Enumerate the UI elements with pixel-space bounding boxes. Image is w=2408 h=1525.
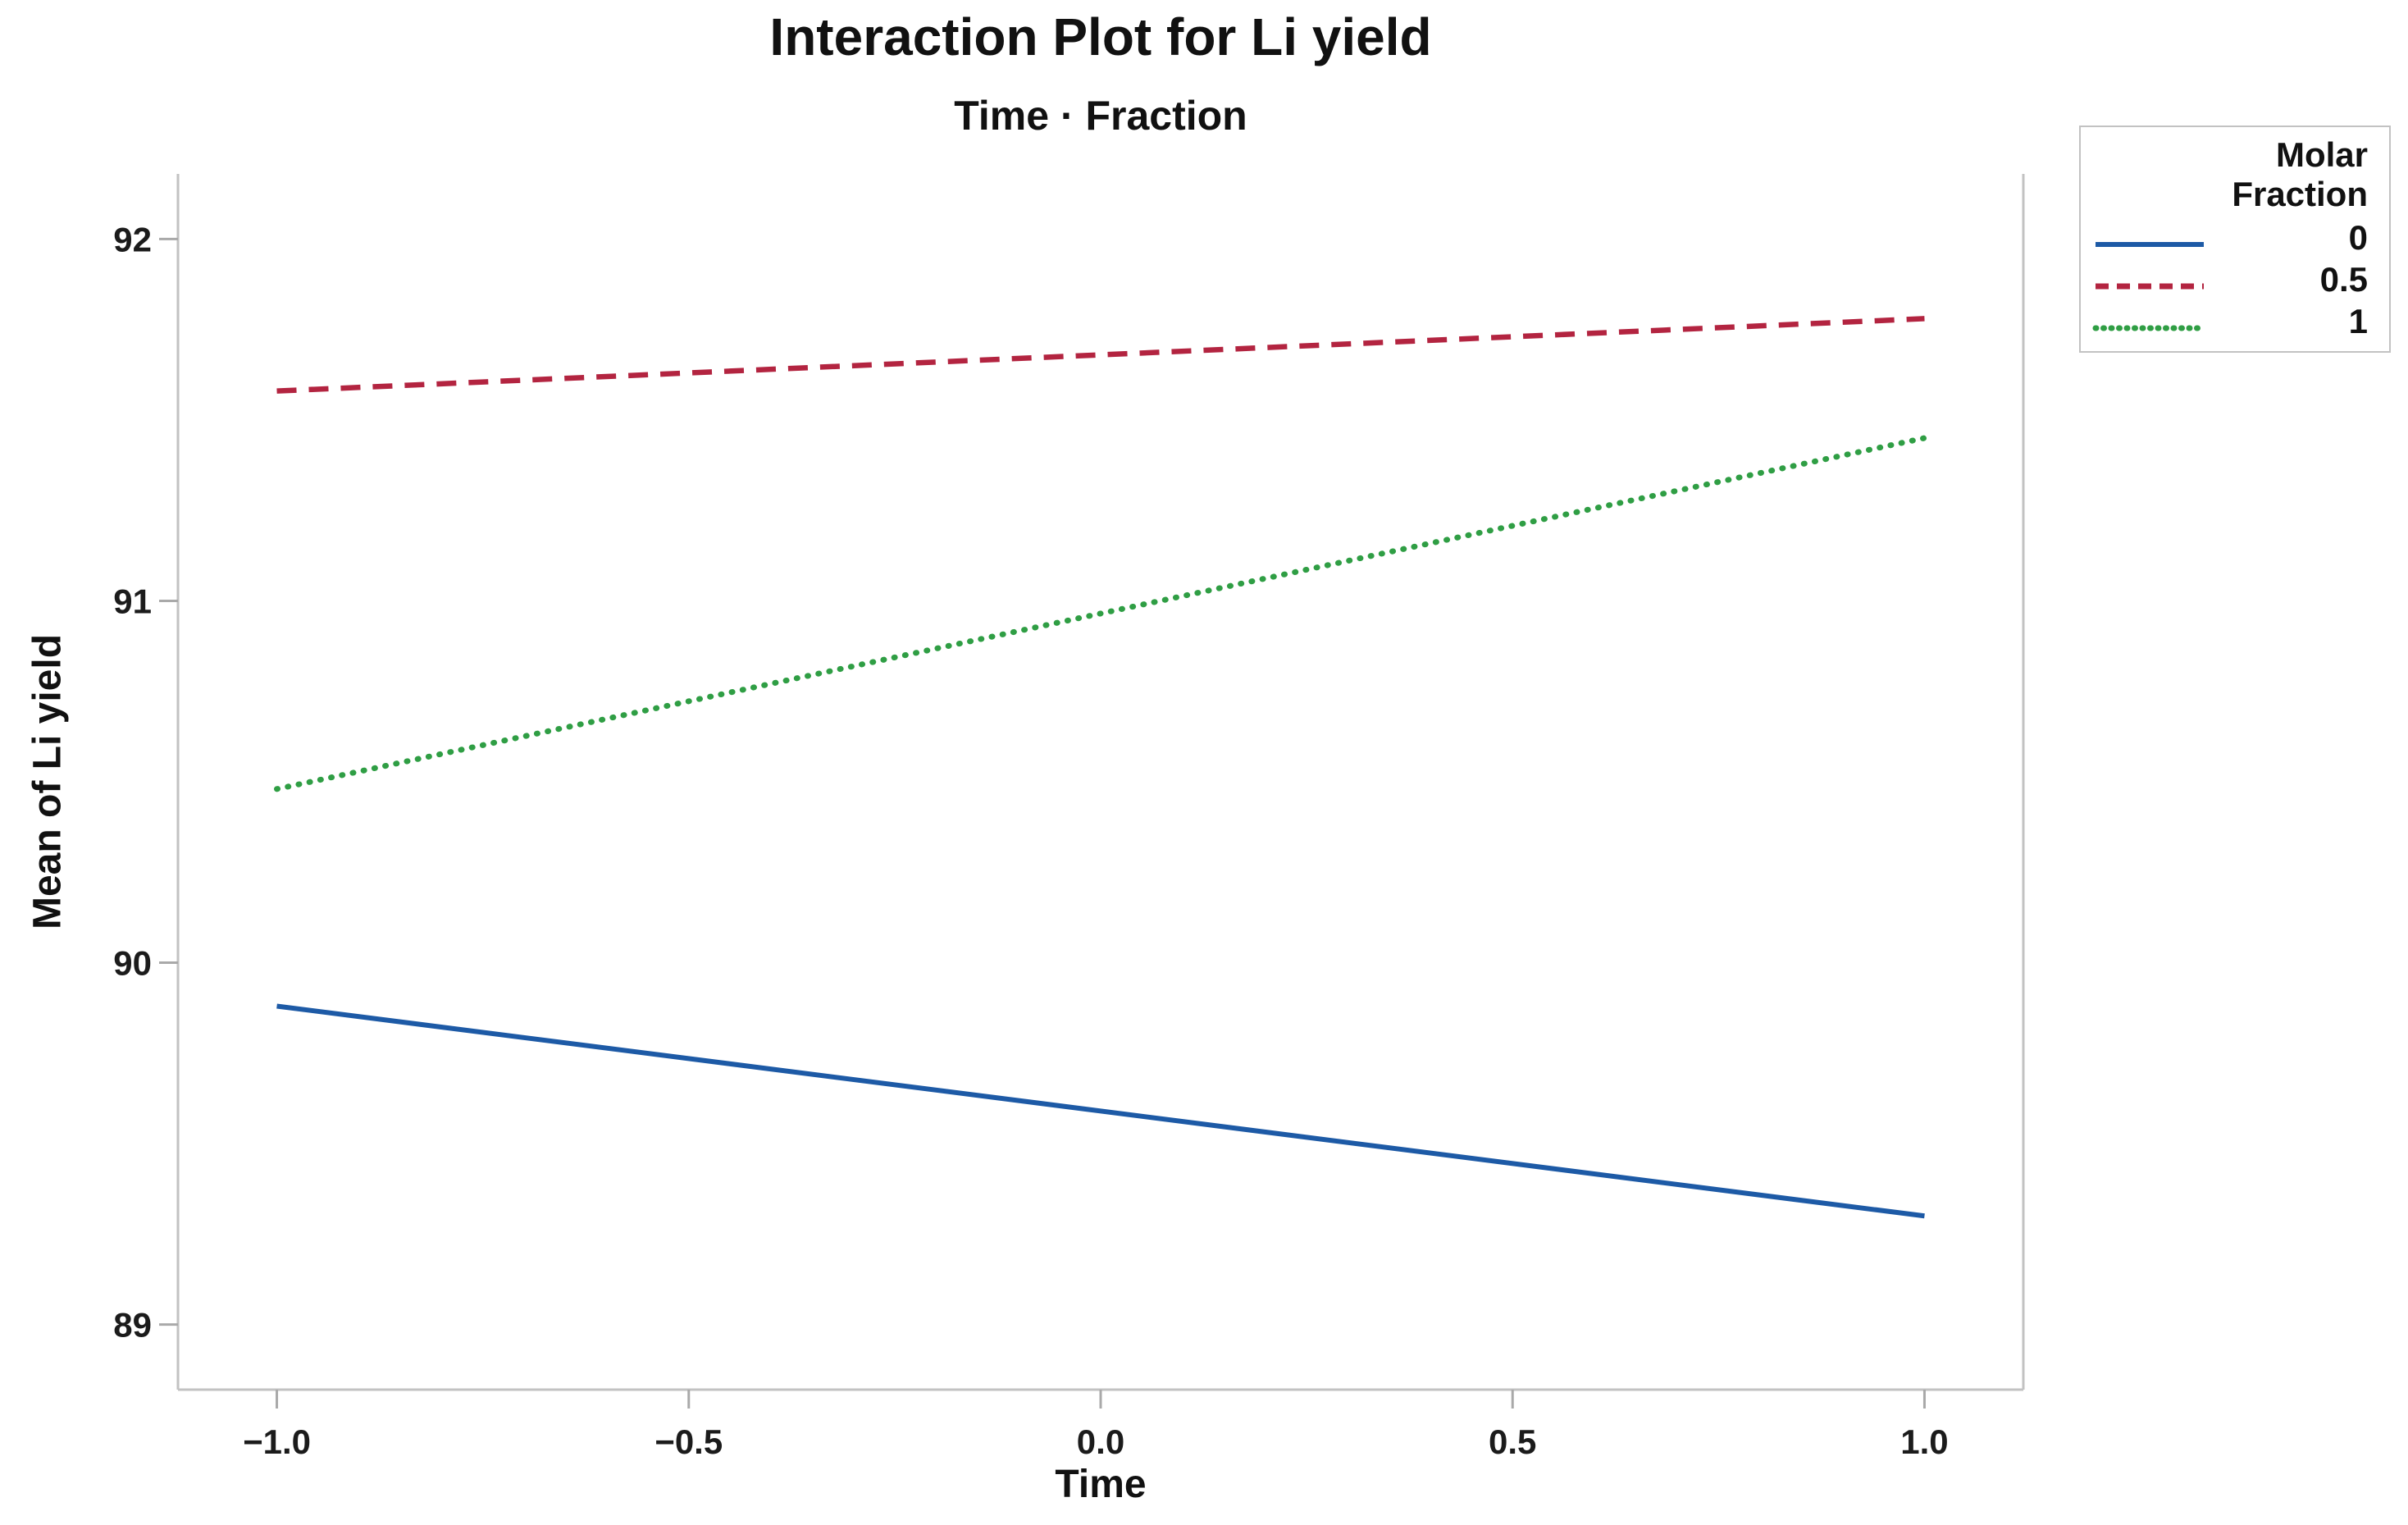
series-line-0 [276,1003,1925,1219]
legend-title-line-2: Fraction [2232,175,2368,213]
y-tick-label: 91 [113,582,152,620]
legend-line-sample-icon [2092,325,2207,331]
x-tick-label: 0.5 [1489,1422,1536,1461]
legend-entry-label: 0 [2348,218,2368,257]
y-axis-label: Mean of Li yield [25,633,70,930]
x-tick-label: −1.0 [243,1422,311,1461]
chart-subtitle: Time · Fraction [954,93,1247,139]
x-tick-label: 0.0 [1077,1422,1124,1461]
legend-row: 0 [2081,217,2389,258]
chart-title: Interaction Plot for Li yield [769,7,1432,66]
series-line-0.5 [276,316,1925,394]
legend-entry-label: 1 [2348,302,2368,340]
legend-title: Molar Fraction [2081,135,2368,214]
legend-line-sample-icon [2096,242,2204,247]
legend-row: 1 [2081,301,2389,342]
x-tick-label: 1.0 [1900,1422,1948,1461]
y-tick-label: 90 [113,944,152,983]
legend-line-sample-icon [2096,283,2204,290]
legend-row: 0.5 [2081,259,2389,300]
x-axis-label: Time [1055,1463,1147,1506]
x-tick-label: −0.5 [654,1422,723,1461]
legend-title-line-1: Molar [2275,135,2368,174]
legend-entry-label: 0.5 [2319,260,2368,299]
y-tick-label: 92 [113,220,152,258]
y-tick-label: 89 [113,1306,152,1345]
legend: Molar Fraction 0 0.5 1 [2079,126,2391,353]
series-line-1 [274,435,1927,792]
